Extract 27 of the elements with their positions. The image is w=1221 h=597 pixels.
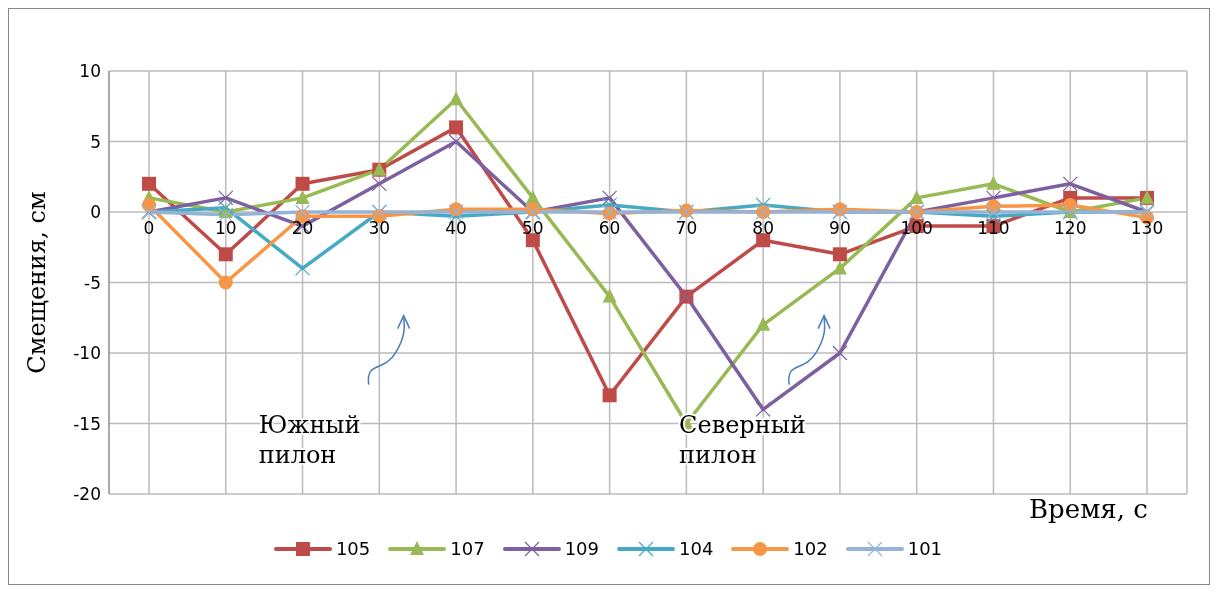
y-tick-label: 0 [90, 202, 101, 223]
x-tick-label: 0 [143, 218, 155, 238]
x-tick-label: 10 [214, 218, 237, 238]
legend-label: 105 [335, 538, 371, 559]
x-tick-label: 90 [829, 218, 851, 238]
x-axis-title: Время, с [1029, 494, 1149, 524]
y-tick-label: 10 [79, 61, 101, 82]
legend-label: 104 [679, 538, 714, 559]
y-tick-label: -5 [84, 272, 101, 293]
x-tick-label: 80 [752, 218, 774, 238]
legend-label: 107 [450, 538, 485, 559]
x-tick-label: 30 [368, 218, 391, 238]
legend-label: 109 [564, 538, 599, 559]
y-tick-label: 5 [90, 131, 101, 152]
y-tick-label: -20 [73, 484, 101, 505]
y-tick-label: -10 [73, 343, 101, 364]
x-tick-label: 120 [1054, 218, 1087, 238]
legend-label: 102 [793, 538, 828, 559]
x-tick-label: 130 [1130, 218, 1164, 238]
annotation: Северный пилон [679, 410, 806, 469]
x-tick-label: 40 [445, 218, 467, 238]
annotation: Южный пилон [258, 410, 361, 469]
y-axis-title: Смещения, см [22, 191, 51, 374]
legend-label: 101 [907, 538, 943, 559]
y-tick-label: -15 [73, 413, 101, 434]
x-tick-label: 70 [675, 218, 698, 238]
x-tick-label: 60 [598, 218, 621, 238]
